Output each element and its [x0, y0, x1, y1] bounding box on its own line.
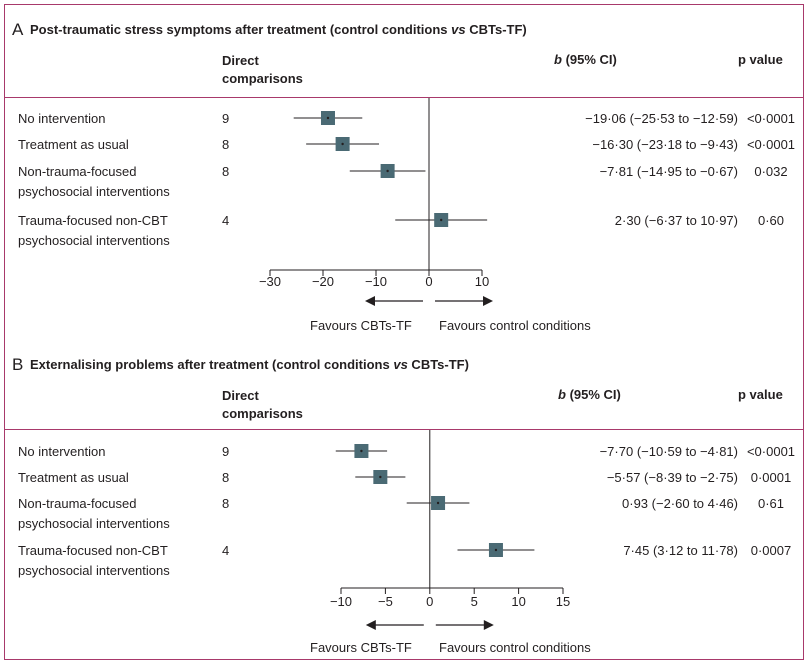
- panel-a-row-n: 8: [222, 137, 229, 152]
- panel-a-arrow-right-head: [483, 296, 493, 306]
- panel-b-header-rule: [5, 429, 804, 430]
- panel-a-row-label: Trauma-focused non-CBT: [18, 213, 168, 228]
- panel-a-arrow-left-head: [365, 296, 375, 306]
- panel-a-estimate-header: b (95% CI): [554, 52, 617, 67]
- panel-b-arrow-right-head: [483, 620, 494, 630]
- panel-b-x-tick-label: −5: [378, 594, 393, 609]
- panel-b-row-ci-text: −5·57 (−8·39 to −2·75): [607, 470, 738, 485]
- panel-a-x-tick-label: −20: [312, 274, 334, 289]
- panel-b-arrow-label-right: Favours control conditions: [439, 640, 591, 655]
- panel-b-row-p: 0·61: [758, 496, 784, 511]
- panel-b-row-n: 8: [222, 496, 229, 511]
- panel-a-title: Post-traumatic stress symptoms after tre…: [30, 22, 527, 37]
- panel-a-row-p: <0·0001: [747, 137, 795, 152]
- panel-a-x-tick-label: −10: [365, 274, 387, 289]
- panel-a-row-label: Treatment as usual: [18, 137, 129, 152]
- panel-a-row-label: psychosocial interventions: [18, 233, 170, 248]
- panel-b-row-ci-text: 7·45 (3·12 to 11·78): [623, 543, 738, 558]
- panel-a-row-point: [439, 218, 443, 222]
- panel-b-x-tick-label: 0: [426, 594, 433, 609]
- panel-a-p-header: p value: [738, 52, 783, 67]
- panel-b-arrow-label-left: Favours CBTs-TF: [310, 640, 412, 655]
- panel-a-row-ci-text: −16·30 (−23·18 to −9·43): [592, 137, 738, 152]
- panel-b-arrow-left-head: [365, 620, 376, 630]
- panel-a-row-point: [341, 142, 344, 146]
- panel-a-arrow-label-right: Favours control conditions: [439, 318, 591, 333]
- panel-a-row-n: 8: [222, 164, 229, 179]
- panel-b-row-label: Trauma-focused non-CBT: [18, 543, 168, 558]
- panel-a-x-tick-label: −30: [259, 274, 281, 289]
- panel-a-row-label: psychosocial interventions: [18, 184, 170, 199]
- figure-frame: [4, 4, 804, 660]
- panel-b-row-label: Treatment as usual: [18, 470, 129, 485]
- panel-a-row-p: 0·60: [758, 213, 784, 228]
- panel-b-row-p: 0·0001: [751, 470, 791, 485]
- panel-b-x-tick-label: 10: [511, 594, 525, 609]
- panel-a-header-rule: [5, 97, 804, 98]
- panel-b-row-point: [360, 449, 363, 453]
- panel-b-letter: B: [12, 355, 24, 374]
- panel-b-row-ci-text: 0·93 (−2·60 to 4·46): [622, 496, 738, 511]
- panel-a-row-label: No intervention: [18, 111, 105, 126]
- panel-a-row-p: <0·0001: [747, 111, 795, 126]
- panel-a-row-ci-text: 2·30 (−6·37 to 10·97): [615, 213, 738, 228]
- panel-b-row-label: psychosocial interventions: [18, 516, 170, 531]
- panel-a-row-ci-text: −19·06 (−25·53 to −12·59): [585, 111, 738, 126]
- panel-b-row-p: 0·0007: [751, 543, 791, 558]
- panel-a-row-n: 9: [222, 111, 229, 126]
- panel-b-row-n: 8: [222, 470, 229, 485]
- panel-b-row-point: [494, 548, 498, 552]
- panel-b-row-ci-text: −7·70 (−10·59 to −4·81): [600, 444, 738, 459]
- panel-b-x-tick-label: −10: [330, 594, 352, 609]
- panel-b-row-point: [436, 501, 440, 505]
- panel-a-row-n: 4: [222, 213, 229, 228]
- panel-a-x-tick-label: 10: [475, 274, 489, 289]
- panel-b-x-tick-label: 15: [556, 594, 570, 609]
- panel-a-letter: A: [12, 20, 24, 39]
- panel-b-estimate-header: b (95% CI): [558, 387, 621, 402]
- panel-a-row-point: [326, 116, 330, 120]
- panel-a-row-label: Non-trauma-focused: [18, 164, 137, 179]
- panel-b-row-label: psychosocial interventions: [18, 563, 170, 578]
- panel-b-comparisons-header: Direct comparisons: [222, 388, 303, 421]
- panel-b-row-n: 9: [222, 444, 229, 459]
- panel-a-arrow-label-left: Favours CBTs-TF: [310, 318, 412, 333]
- panel-a-row-ci-text: −7·81 (−14·95 to −0·67): [600, 164, 738, 179]
- panel-b-row-p: <0·0001: [747, 444, 795, 459]
- panel-b-row-n: 4: [222, 543, 229, 558]
- panel-a-row-point: [386, 169, 389, 173]
- panel-b-row-label: Non-trauma-focused: [18, 496, 137, 511]
- panel-b-title: Externalising problems after treatment (…: [30, 357, 469, 372]
- panel-a-x-tick-label: 0: [425, 274, 432, 289]
- panel-b-x-tick-label: 5: [471, 594, 478, 609]
- panel-b-p-header: p value: [738, 387, 783, 402]
- panel-a-row-p: 0·032: [754, 164, 787, 179]
- panel-a-comparisons-header: Direct comparisons: [222, 53, 303, 86]
- panel-b-row-label: No intervention: [18, 444, 105, 459]
- panel-b-row-point: [379, 475, 382, 479]
